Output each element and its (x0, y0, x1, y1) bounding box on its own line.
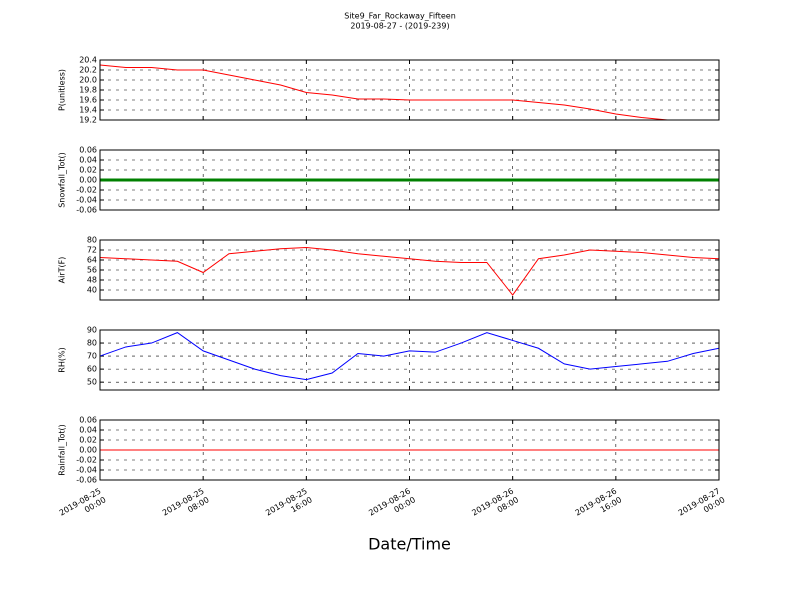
y-tick-label: 19.6 (79, 96, 97, 105)
y-axis-label: Snowfall_Tot() (58, 152, 67, 208)
y-tick-label: 70 (87, 352, 97, 361)
y-tick-label: 0.06 (79, 146, 97, 155)
y-tick-label: 0.04 (79, 426, 97, 435)
y-tick-label: 72 (87, 246, 97, 255)
y-tick-label: -0.02 (76, 186, 97, 195)
x-axis-label: Date/Time (368, 535, 451, 554)
y-tick-label: 0.02 (79, 166, 97, 175)
y-tick-label: 60 (87, 365, 97, 374)
y-tick-label: 0.00 (79, 176, 97, 185)
y-tick-label: 0.00 (79, 446, 97, 455)
y-tick-label: 19.8 (79, 86, 97, 95)
y-tick-label: 80 (87, 339, 97, 348)
y-tick-label: 20.4 (79, 56, 97, 65)
y-tick-label: 19.2 (79, 116, 97, 125)
y-tick-label: 20.0 (79, 76, 97, 85)
y-tick-label: 56 (87, 266, 97, 275)
y-tick-label: 50 (87, 378, 97, 387)
y-tick-label: 48 (87, 276, 97, 285)
axes-frame (99, 419, 720, 481)
y-tick-label: 80 (87, 236, 97, 245)
y-axis-label: P(unitless) (58, 69, 67, 111)
y-tick-label: -0.04 (76, 466, 97, 475)
data-line (99, 246, 720, 296)
y-tick-label: -0.04 (76, 196, 97, 205)
data-line (99, 64, 719, 121)
y-axis-label: RH(%) (58, 347, 67, 372)
axes-frame (99, 239, 720, 301)
axes-frame (99, 59, 720, 121)
chart-subtitle: 2019-08-27 - (2019-239) (350, 22, 449, 31)
y-tick-label: 40 (87, 286, 97, 295)
axes-frame (99, 329, 720, 391)
y-tick-label: 0.06 (79, 416, 97, 425)
chart-title: Site9_Far_Rockaway_Fifteen (344, 12, 456, 21)
y-tick-label: -0.06 (76, 206, 97, 215)
y-axis-label: AirT(F) (58, 257, 67, 284)
y-axis-label: Rainfall_Tot() (58, 424, 67, 476)
y-tick-label: 64 (87, 256, 97, 265)
y-tick-label: -0.02 (76, 456, 97, 465)
data-line (99, 332, 720, 381)
y-tick-label: 20.2 (79, 66, 97, 75)
axes-frame (99, 149, 720, 211)
y-tick-label: 0.02 (79, 436, 97, 445)
y-tick-label: -0.06 (76, 476, 97, 485)
y-tick-label: 0.04 (79, 156, 97, 165)
y-tick-label: 19.4 (79, 106, 97, 115)
y-tick-label: 90 (87, 326, 97, 335)
